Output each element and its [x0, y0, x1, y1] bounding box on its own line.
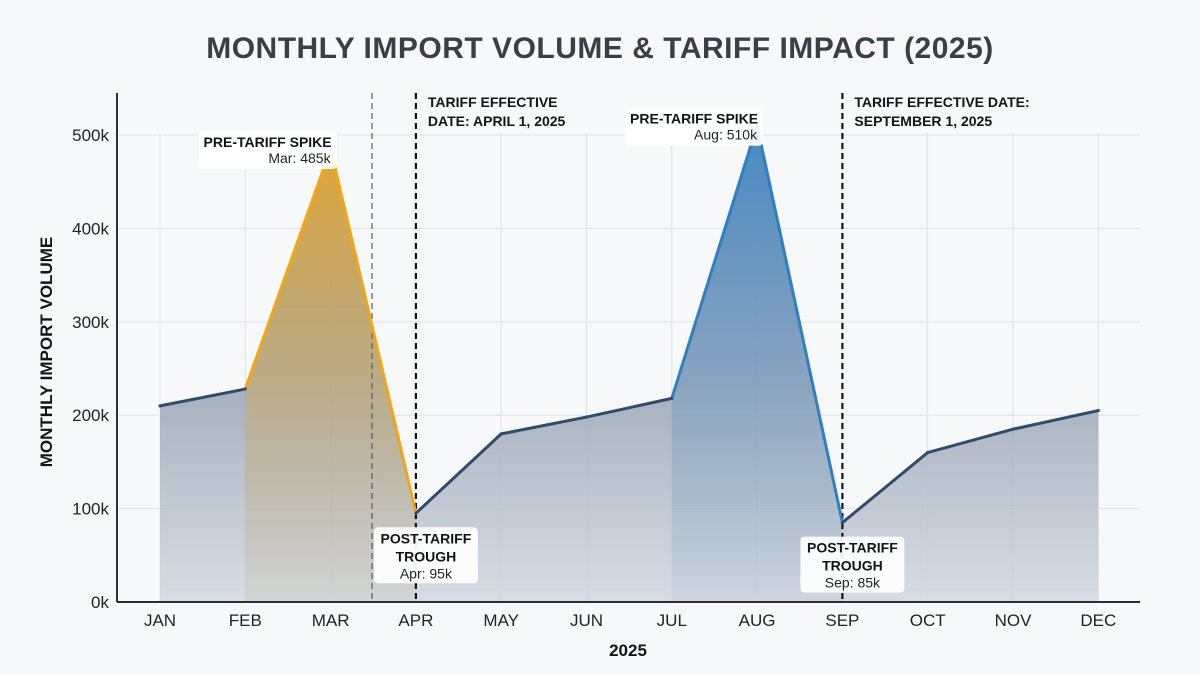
area-fill — [160, 125, 1099, 603]
annotation-value: Mar: 485k — [268, 150, 331, 166]
tariff-effective-label: SEPTEMBER 1, 2025 — [854, 113, 992, 129]
data-point-apr — [414, 511, 418, 515]
series-segment — [670, 124, 759, 400]
series-line — [158, 124, 1100, 525]
x-tick-label: JAN — [144, 611, 176, 630]
series-segment — [926, 427, 1015, 455]
data-point-jun — [585, 415, 588, 419]
annotation-title: TROUGH — [822, 558, 883, 574]
x-tick-label: JUL — [657, 611, 687, 630]
data-point-jul — [670, 396, 674, 400]
spike-area-1 — [245, 149, 416, 603]
x-tick-label: MAR — [312, 611, 350, 630]
chart-title: MONTHLY IMPORT VOLUME & TARIFF IMPACT (2… — [206, 32, 994, 65]
y-tick-label: 100k — [72, 500, 109, 519]
annotation-title: POST-TARIFF — [381, 530, 472, 546]
annotation-value: Aug: 510k — [694, 127, 758, 143]
x-tick-label: SEP — [825, 611, 859, 630]
annotation-title: PRE-TARIFF SPIKE — [630, 111, 758, 127]
spike-area-2 — [671, 125, 843, 602]
data-point-sep — [840, 521, 844, 525]
y-tick-label: 0k — [91, 593, 109, 612]
annotation-box — [625, 107, 764, 146]
series-segment — [158, 387, 247, 408]
series-segment — [585, 396, 674, 419]
annotation-title: POST-TARIFF — [807, 540, 898, 556]
x-tick-label: FEB — [229, 611, 262, 630]
series-segment — [329, 147, 418, 515]
x-tick-label: JUN — [570, 611, 603, 630]
x-tick-label: NOV — [995, 611, 1033, 630]
x-tick-label: OCT — [910, 611, 946, 630]
series-segment — [755, 124, 844, 525]
tariff-effective-label: TARIFF EFFECTIVE — [428, 94, 558, 110]
x-tick-label: APR — [398, 611, 433, 630]
annotation-title: PRE-TARIFF SPIKE — [204, 134, 332, 150]
x-axis-label: 2025 — [609, 641, 647, 660]
series-segment — [840, 451, 930, 525]
data-point-dec — [1096, 409, 1100, 413]
data-point-may — [499, 432, 503, 436]
y-tick-label: 200k — [72, 406, 109, 425]
annotation-box — [373, 527, 478, 584]
data-point-feb — [243, 387, 247, 391]
axes — [116, 93, 1140, 603]
series-segment — [499, 415, 588, 436]
x-tick-label: MAY — [483, 611, 519, 630]
y-axis-label: MONTHLY IMPORT VOLUME — [37, 237, 56, 467]
y-tick-label: 300k — [72, 313, 109, 332]
annotation-title: TROUGH — [396, 548, 457, 564]
annotation-box — [198, 131, 337, 170]
annotation-box — [800, 536, 905, 593]
x-tick-label: DEC — [1080, 611, 1116, 630]
tariff-effective-label: TARIFF EFFECTIVE DATE: — [854, 94, 1029, 110]
y-tick-label: 500k — [72, 126, 109, 145]
series-segment — [414, 432, 503, 515]
tick-labels: 0k 100k 200k 300k 400k 500k JAN FEB MAR APR MAY JUN… — [72, 126, 1116, 630]
data-point-nov — [1011, 427, 1015, 431]
data-point-jan — [158, 404, 162, 408]
y-tick-label: 400k — [72, 219, 109, 238]
annotation-value: Apr: 95k — [400, 565, 453, 581]
x-tick-label: AUG — [739, 611, 776, 630]
series-segment — [243, 147, 333, 391]
tariff-effective-label: DATE: APRIL 1, 2025 — [428, 113, 566, 129]
series-segment — [1011, 409, 1100, 431]
data-point-oct — [926, 451, 930, 455]
annotation-value: Sep: 85k — [825, 575, 881, 591]
